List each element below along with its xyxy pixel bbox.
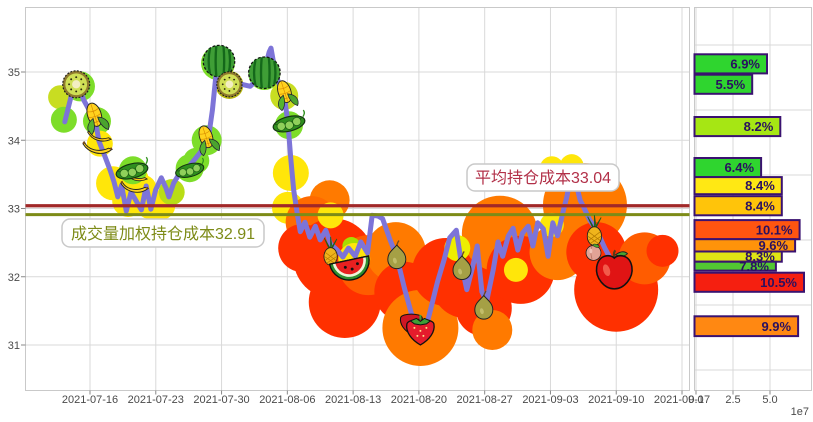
chip-bar	[693, 260, 777, 272]
x-axis-label: 2021-07-23	[128, 394, 184, 406]
fruit-pear-icon	[387, 240, 407, 270]
fruit-banana-icon	[82, 130, 114, 154]
fruit-peas-icon	[272, 109, 306, 133]
fruit-peas-icon	[115, 156, 149, 180]
chip-bar-label: 7.8%	[739, 259, 769, 274]
fruit-peach-icon	[585, 243, 602, 261]
chip-bar-label: 8.2%	[744, 119, 774, 134]
fruit-watermelon-icon	[248, 56, 281, 90]
x-axis-label: 2021-08-13	[325, 394, 381, 406]
chip-bar-label: 6.9%	[730, 56, 760, 71]
x-axis-label: 2021-07-30	[193, 394, 249, 406]
fruit-melon-slice-icon	[328, 255, 370, 281]
y-axis-label: 31	[8, 340, 20, 352]
axes: 35 34 33 32 31 2021-07-16 2021-07-23 2021-07-30…	[8, 67, 809, 418]
vwap-cost-label: 成交量加权持仓成本32.91	[71, 225, 255, 243]
x-axis-label: 2021-08-27	[457, 394, 513, 406]
y-axis-label: 35	[8, 67, 20, 79]
y-axis-label: 33	[8, 204, 20, 216]
avg-cost-label-box	[466, 163, 620, 192]
cost-lines	[25, 204, 690, 217]
x-axis-label: 2021-09-10	[588, 394, 644, 406]
chip-bar	[693, 271, 805, 293]
fruit-watermelon-icon	[202, 44, 236, 78]
volume-bubble	[646, 234, 679, 267]
price-panel-frame	[25, 7, 690, 391]
x-axis-label: 2021-08-20	[391, 394, 447, 406]
fruit-pear-icon	[474, 290, 494, 320]
chip-bar-label: 10.5%	[760, 275, 797, 290]
avg-cost-label: 平均持仓成本33.04	[475, 169, 611, 187]
chip-bar	[693, 53, 768, 75]
chip-bar-label: 8.4%	[745, 178, 775, 193]
fruit-pear-icon	[452, 250, 472, 281]
fruit-apple-icon	[595, 249, 633, 290]
x-axis-label: 2021-07-16	[62, 394, 118, 406]
chip-bar-label: 5.5%	[716, 77, 746, 92]
y-axis-label: 34	[8, 135, 20, 147]
fruit-corn-icon	[277, 80, 299, 112]
chip-bar	[693, 73, 754, 95]
chip-bar	[693, 315, 800, 338]
fruit-corn-icon	[86, 102, 110, 136]
x-axis-label: 2021-09-17	[654, 394, 710, 406]
chip-distribution-bars: 6.9% 5.5% 8.2% 6.4% 8.4% 8.4% 10.1%9.6%8.3%7.8…	[693, 53, 805, 338]
chip-bar-label: 10.1%	[756, 222, 793, 237]
fruit-markers	[62, 44, 633, 346]
vwap-cost-label-box	[61, 218, 265, 248]
volume-axis-label: 2.5	[725, 394, 740, 406]
volume-axis-label: 0.0	[688, 394, 703, 406]
x-axis-label: 2021-09-03	[522, 394, 578, 406]
y-axis-label: 32	[8, 272, 20, 284]
chip-bar-label: 8.4%	[745, 198, 775, 213]
chip-bar	[693, 195, 783, 217]
fruit-strawberry-icon	[399, 313, 435, 346]
chip-bar	[693, 116, 782, 138]
fruit-peas-icon	[175, 157, 205, 178]
vwap-cost-annotation: 成交量加权持仓成本32.91	[61, 218, 265, 248]
fruit-kiwi-icon	[216, 71, 243, 98]
volume-bubble	[503, 257, 528, 282]
fruit-pineapple-icon	[586, 215, 602, 247]
chip-bar-label: 9.6%	[758, 238, 788, 253]
volume-axis-label: 5.0	[762, 394, 777, 406]
fruit-pineapple-icon	[323, 236, 338, 266]
chip-bar	[693, 176, 783, 196]
fruit-corn-icon	[198, 125, 221, 157]
price-line	[62, 45, 627, 337]
chip-bar-label: 6.4%	[724, 160, 754, 175]
avg-cost-annotation: 平均持仓成本33.04	[466, 163, 620, 192]
chip-bar-label: 9.9%	[761, 319, 791, 334]
fruit-kiwi-icon	[62, 70, 91, 99]
axis-unit-label: 1e7	[791, 406, 809, 418]
chip-bar-label: 8.3%	[745, 249, 775, 264]
x-axis-label: 2021-08-06	[259, 394, 315, 406]
volume-bubble	[472, 309, 513, 350]
